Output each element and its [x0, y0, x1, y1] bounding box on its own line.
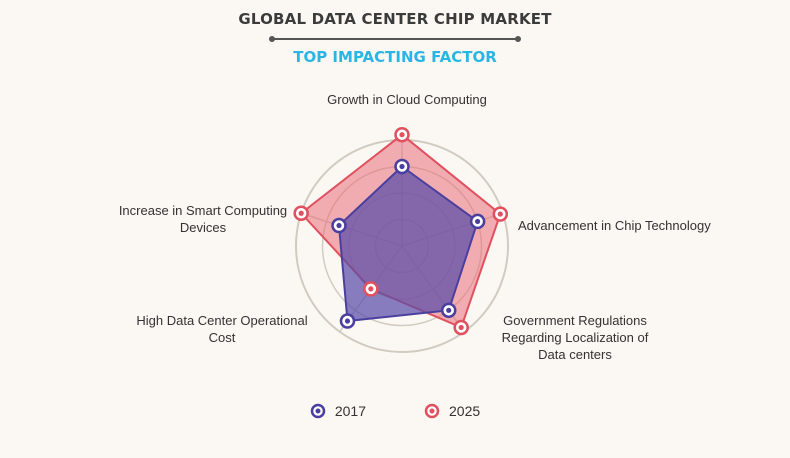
legend-item-2017: 2017 [310, 403, 366, 419]
data-point-dot-2017 [475, 218, 481, 225]
axis-label: Growth in Cloud Computing [327, 92, 487, 107]
chart-subtitle: TOP IMPACTING FACTOR [293, 48, 497, 66]
data-point-dot-2025 [497, 211, 503, 217]
legend-marker-icon [424, 403, 440, 419]
data-point-dot-2017 [336, 222, 342, 229]
chart-title: GLOBAL DATA CENTER CHIP MARKET [238, 10, 552, 28]
axis-label: Increase in Smart Computing Devices [119, 203, 287, 235]
legend-label: 2025 [449, 403, 481, 419]
axis-label: Government Regulations Regarding Localiza… [502, 313, 649, 362]
axis-label: Advancement in Chip Technology [518, 218, 711, 233]
data-point-dot-2017 [399, 163, 405, 170]
legend-label: 2017 [334, 403, 366, 419]
data-point-dot-2025 [458, 324, 464, 331]
data-point-dot-2025 [368, 286, 374, 292]
axis-label: High Data Center Operational Cost [136, 313, 307, 345]
data-point-dot-2017 [344, 318, 351, 324]
data-point-dot-2017 [446, 307, 452, 313]
legend-marker-icon [310, 403, 326, 419]
chart-legend: 2017 2025 [0, 403, 790, 419]
title-divider [269, 36, 521, 42]
data-point-dot-2025 [399, 132, 405, 138]
legend-item-2025: 2025 [424, 403, 480, 419]
data-point-dot-2025 [298, 210, 304, 216]
